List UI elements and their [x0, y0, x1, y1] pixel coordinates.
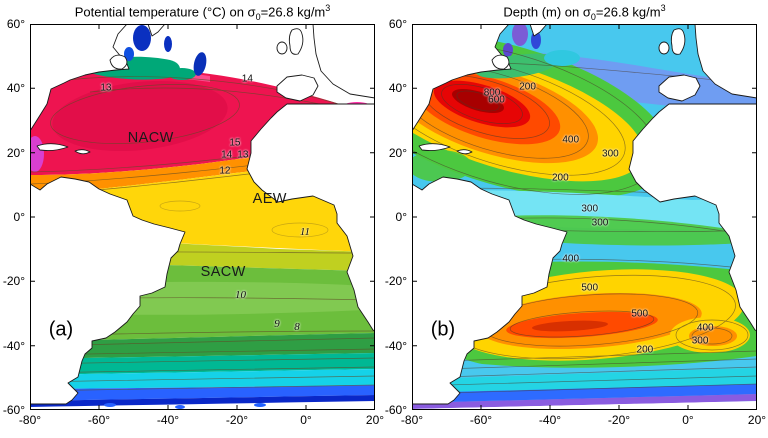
y-tick-label: 40° — [388, 81, 407, 96]
contour-label: 12 — [219, 165, 231, 177]
contour-label: 600 — [488, 94, 505, 106]
panel-b-label: (b) — [430, 318, 456, 341]
panel-b-y-axis: 60° 40° 20° 0° -20° -40° -60° — [384, 17, 409, 417]
contour-label: 500 — [631, 308, 649, 319]
contour-label: 10 — [234, 289, 246, 302]
panel-a: Potential temperature (°C) on σ0=26.8 kg… — [0, 3, 384, 431]
contour-label: 500 — [581, 282, 599, 294]
landmass-europe — [312, 24, 375, 99]
y-tick-label: 20° — [6, 145, 25, 160]
landmass-hispaniola — [74, 149, 91, 155]
contour-label: 800 — [483, 87, 501, 99]
panel-a-y-axis: 60° 40° 20° 0° -20° -40° -60° — [0, 17, 27, 417]
landmass-newfoundland — [109, 54, 128, 70]
panel-b-title: Depth (m) on σ0=26.8 kg/m3 — [412, 3, 757, 22]
title-text: Depth (m) on σ — [503, 4, 591, 20]
x-tick-label: -60° — [87, 413, 111, 427]
panel-a-label: (a) — [48, 318, 74, 341]
x-tick-label: 0° — [300, 413, 312, 427]
water-mass-label: NACW — [127, 130, 174, 147]
title-text: Potential temperature (°C) on σ — [74, 4, 256, 20]
title-subscript: 0 — [590, 11, 596, 22]
title-text: =26.8 kg/m — [595, 4, 661, 20]
y-tick-label: -40° — [2, 338, 25, 353]
x-tick-label: 0° — [682, 413, 694, 427]
landmass-africa — [246, 103, 375, 332]
y-tick-label: -40° — [384, 338, 407, 353]
depth-map-svg — [412, 24, 757, 410]
y-tick-label: -60° — [2, 403, 25, 417]
x-tick-label: -80° — [400, 413, 424, 427]
y-tick-label: 60° — [388, 17, 407, 31]
landmass-south-america — [30, 176, 186, 405]
contour-label: 8 — [294, 321, 300, 333]
contour-label: 400 — [696, 322, 714, 334]
title-text: =26.8 kg/m — [260, 4, 326, 20]
panel-a-x-axis: -80° -60° -40° -20° 0° 20° — [19, 413, 384, 431]
contour-label: 13 — [100, 82, 112, 94]
contour-label: 200 — [519, 81, 536, 93]
contour-label: 300 — [602, 148, 619, 160]
y-tick-label: 0° — [395, 210, 407, 224]
contour-label: 400 — [562, 253, 580, 265]
landmass-iberia — [276, 74, 319, 102]
landmass-britain — [288, 28, 304, 55]
contour-label: 300 — [691, 335, 709, 347]
y-tick-label: -60° — [384, 403, 407, 417]
landmass-ireland — [276, 41, 288, 55]
water-mass-label: AEW — [252, 191, 287, 208]
x-tick-label: 20° — [747, 413, 767, 427]
landmass-group — [30, 24, 375, 405]
contour-lines — [30, 76, 375, 392]
title-superscript: 3 — [660, 3, 666, 13]
x-tick-label: -40° — [538, 413, 562, 427]
temperature-map-svg — [30, 24, 375, 410]
y-tick-label: -20° — [2, 274, 25, 289]
contour-label: 13 — [237, 149, 249, 161]
panel-b: Depth (m) on σ0=26.8 kg/m3 60° 40° 20° 0° -2… — [384, 0, 768, 438]
water-mass-label: SACW — [200, 263, 246, 280]
panel-a-plot: (a) 13 14 15 14 13 12 11 10 9 8 NACW AEW SACW — [30, 24, 375, 410]
contour-label: 200 — [636, 344, 654, 356]
contour-label: 200 — [552, 172, 569, 184]
y-tick-label: 60° — [6, 17, 25, 31]
contour-label: 400 — [562, 134, 580, 146]
y-tick-label: 40° — [6, 81, 25, 96]
axis-tick-marks — [412, 24, 757, 410]
panel-b-x-axis: -80° -60° -40° -20° 0° 20° — [401, 413, 766, 431]
x-tick-label: -20° — [607, 413, 631, 427]
x-tick-label: -20° — [225, 413, 249, 427]
y-tick-label: 0° — [13, 210, 25, 224]
landmass-cuba — [36, 143, 69, 152]
contour-label: 300 — [581, 203, 599, 215]
x-tick-label: -60° — [469, 413, 493, 427]
landmass-greenland-tip — [147, 24, 166, 37]
title-subscript: 0 — [255, 11, 261, 22]
contour-label: 14 — [241, 73, 253, 85]
title-superscript: 3 — [325, 3, 331, 13]
contour-label: 14 — [221, 149, 233, 161]
contour-label: 9 — [274, 318, 280, 331]
panel-a-title: Potential temperature (°C) on σ0=26.8 kg… — [30, 3, 375, 22]
contour-label: 11 — [299, 225, 311, 238]
x-tick-label: -80° — [18, 413, 42, 427]
y-tick-label: -20° — [384, 274, 407, 289]
x-tick-label: 20° — [365, 413, 385, 427]
panel-b-plot: (b) 800 600 200 400 300 200 300 300 400 500 500 400… — [412, 24, 757, 410]
landmass-north-america — [30, 24, 130, 132]
axis-tick-marks — [30, 24, 375, 410]
contour-label: 300 — [591, 217, 609, 229]
contour-label: 15 — [229, 137, 241, 149]
y-tick-label: 20° — [388, 145, 407, 160]
x-tick-label: -40° — [156, 413, 180, 427]
